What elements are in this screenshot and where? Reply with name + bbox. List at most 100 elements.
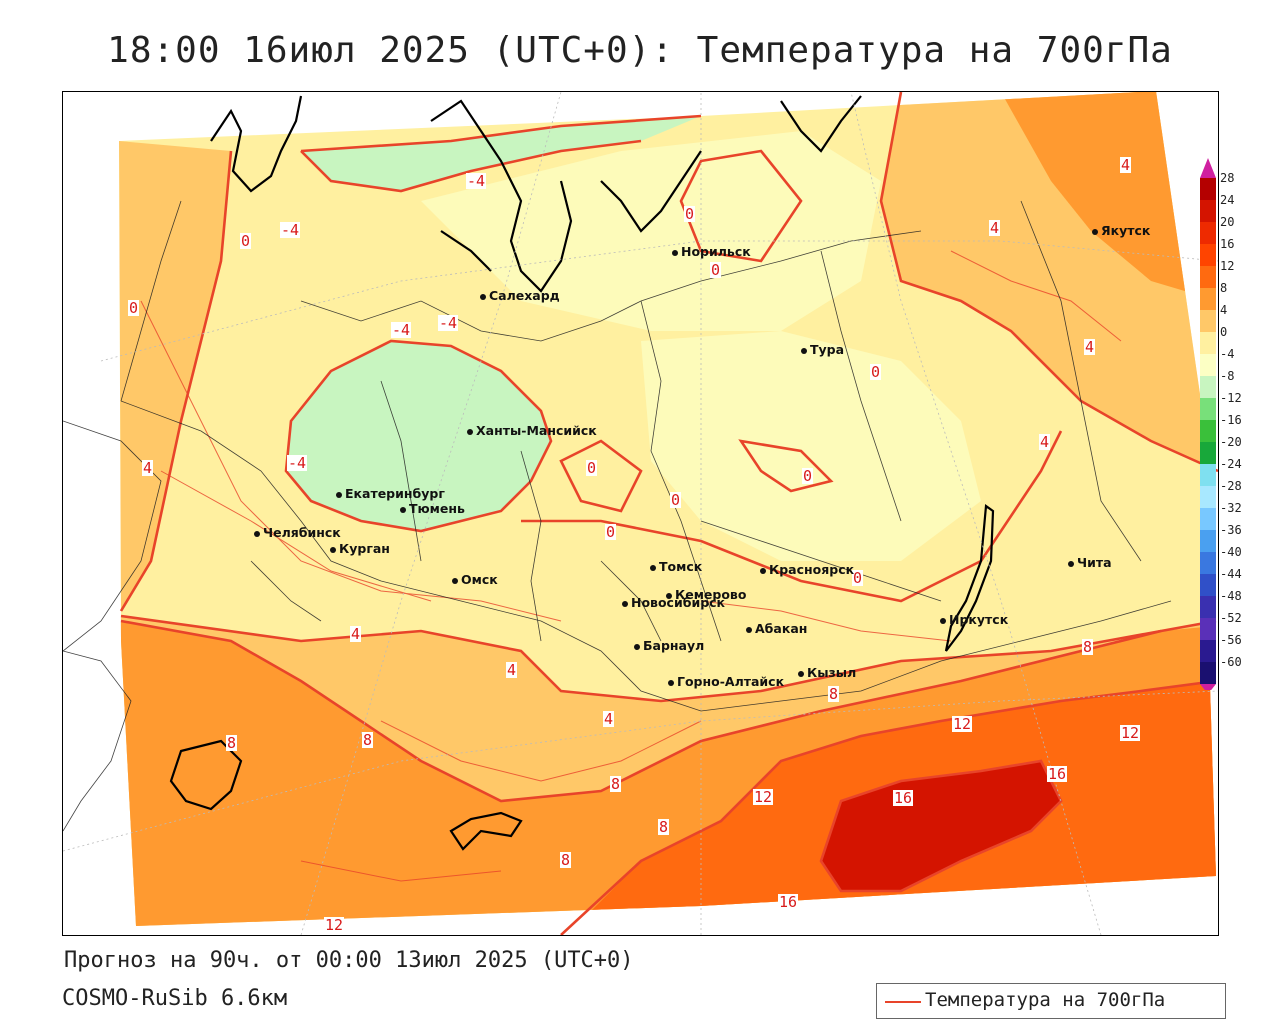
- colorbar-swatch: [1200, 310, 1216, 332]
- city-dot-icon: [480, 293, 486, 300]
- colorbar-tick-label: -8: [1220, 369, 1234, 383]
- colorbar: 28 24 20 16 12 8 4 0 -4 -8 -12 -16 -20 -24 -28 -32 -36 -4…: [1200, 158, 1242, 690]
- city-label: Екатеринбург: [345, 486, 445, 501]
- city-marker[interactable]: Якутск: [1092, 223, 1150, 238]
- city-marker[interactable]: Кемерово: [666, 587, 746, 602]
- contour-value-label: 8: [560, 851, 572, 869]
- colorbar-swatch: [1200, 200, 1216, 222]
- city-label: Кызыл: [807, 665, 857, 680]
- contour-value-label: 8: [1082, 638, 1094, 656]
- city-dot-icon: [452, 577, 458, 584]
- city-label: Курган: [339, 541, 390, 556]
- map-area[interactable]: -4 -4 0 0 0 -4 -4 4 -4 0 0 0 0 0 0 4 4 4 4 4 4 8 8 8 8 8 8 8 12 12 12 1…: [62, 91, 1219, 936]
- contour-value-label: -4: [287, 454, 308, 472]
- city-marker[interactable]: Горно-Алтайск: [668, 674, 784, 689]
- city-marker[interactable]: Чита: [1068, 555, 1112, 570]
- contour-value-label: 12: [952, 715, 973, 733]
- colorbar-tick-label: -12: [1220, 391, 1242, 405]
- colorbar-swatch: [1200, 244, 1216, 266]
- colorbar-swatch: [1200, 486, 1216, 508]
- city-marker[interactable]: Иркутск: [940, 612, 1008, 627]
- city-dot-icon: [746, 626, 752, 633]
- city-label: Омск: [461, 572, 498, 587]
- city-marker[interactable]: Барнаул: [634, 638, 704, 653]
- colorbar-swatch: [1200, 354, 1216, 376]
- contour-value-label: -4: [280, 221, 301, 239]
- city-dot-icon: [760, 567, 766, 574]
- colorbar-top-arrow: [1200, 158, 1216, 178]
- contour-value-label: 4: [603, 710, 615, 728]
- legend-label: Температура на 700гПа: [925, 989, 1166, 1011]
- city-marker[interactable]: Челябинск: [254, 525, 341, 540]
- city-dot-icon: [650, 564, 656, 571]
- city-dot-icon: [801, 347, 807, 354]
- contour-value-label: 0: [684, 205, 696, 223]
- colorbar-bottom-arrow: [1200, 684, 1216, 690]
- colorbar-swatch: [1200, 662, 1216, 684]
- colorbar-swatch: [1200, 376, 1216, 398]
- colorbar-swatch: [1200, 530, 1216, 552]
- city-marker[interactable]: Абакан: [746, 621, 807, 636]
- city-label: Абакан: [755, 621, 808, 636]
- colorbar-tick-label: -32: [1220, 501, 1242, 515]
- colorbar-tick-label: -36: [1220, 523, 1242, 537]
- city-label: Барнаул: [643, 638, 705, 653]
- contour-value-label: 4: [1084, 338, 1096, 356]
- city-dot-icon: [400, 506, 406, 513]
- contour-value-label: -4: [466, 172, 487, 190]
- city-dot-icon: [666, 592, 672, 599]
- legend-line-swatch: [885, 1001, 921, 1003]
- contour-value-label: 0: [240, 232, 252, 250]
- colorbar-swatch: [1200, 420, 1216, 442]
- contour-value-label: 4: [1039, 433, 1051, 451]
- colorbar-tick-label: -40: [1220, 545, 1242, 559]
- legend-box: Температура на 700гПа: [876, 983, 1226, 1019]
- city-label: Якутск: [1101, 223, 1151, 238]
- city-marker[interactable]: Кызыл: [798, 665, 856, 680]
- colorbar-tick-label: -56: [1220, 633, 1242, 647]
- city-marker[interactable]: Тюмень: [400, 501, 465, 516]
- colorbar-swatch: [1200, 266, 1216, 288]
- colorbar-tick-label: 20: [1220, 215, 1234, 229]
- contour-value-label: 0: [605, 523, 617, 541]
- contour-value-label: 0: [586, 459, 598, 477]
- city-label: Томск: [659, 559, 703, 574]
- city-dot-icon: [467, 428, 473, 435]
- city-dot-icon: [940, 617, 946, 624]
- colorbar-swatch: [1200, 508, 1216, 530]
- colorbar-swatch: [1200, 442, 1216, 464]
- colorbar-swatch: [1200, 178, 1216, 200]
- colorbar-tick-label: 8: [1220, 281, 1227, 295]
- colorbar-swatch: [1200, 464, 1216, 486]
- city-label: Кемерово: [675, 587, 747, 602]
- city-label: Чита: [1077, 555, 1112, 570]
- contour-value-label: 4: [506, 661, 518, 679]
- colorbar-tick-label: -44: [1220, 567, 1242, 581]
- city-marker[interactable]: Новосибирск: [622, 595, 725, 610]
- city-marker[interactable]: Курган: [330, 541, 390, 556]
- city-marker[interactable]: Красноярск: [760, 562, 854, 577]
- colorbar-tick-label: 4: [1220, 303, 1227, 317]
- city-dot-icon: [254, 530, 260, 537]
- contour-value-label: -4: [391, 321, 412, 339]
- city-label: Тура: [810, 342, 845, 357]
- city-marker[interactable]: Тура: [801, 342, 844, 357]
- city-marker[interactable]: Екатеринбург: [336, 486, 445, 501]
- city-dot-icon: [1068, 560, 1074, 567]
- city-marker[interactable]: Ханты-Мансийск: [467, 423, 597, 438]
- model-name: COSMO-RuSib 6.6км: [62, 986, 288, 1011]
- contour-value-label: 12: [1120, 724, 1141, 742]
- colorbar-tick-label: -24: [1220, 457, 1242, 471]
- colorbar-tick-label: -52: [1220, 611, 1242, 625]
- city-label: Горно-Алтайск: [677, 674, 785, 689]
- city-dot-icon: [622, 600, 628, 607]
- city-marker[interactable]: Томск: [650, 559, 702, 574]
- city-marker[interactable]: Норильск: [672, 244, 751, 259]
- contour-value-label: 0: [852, 569, 864, 587]
- city-marker[interactable]: Салехард: [480, 288, 560, 303]
- city-marker[interactable]: Омск: [452, 572, 498, 587]
- contour-value-label: 8: [610, 775, 622, 793]
- colorbar-tick-label: 28: [1220, 171, 1234, 185]
- colorbar-swatch: [1200, 222, 1216, 244]
- contour-value-label: 0: [870, 363, 882, 381]
